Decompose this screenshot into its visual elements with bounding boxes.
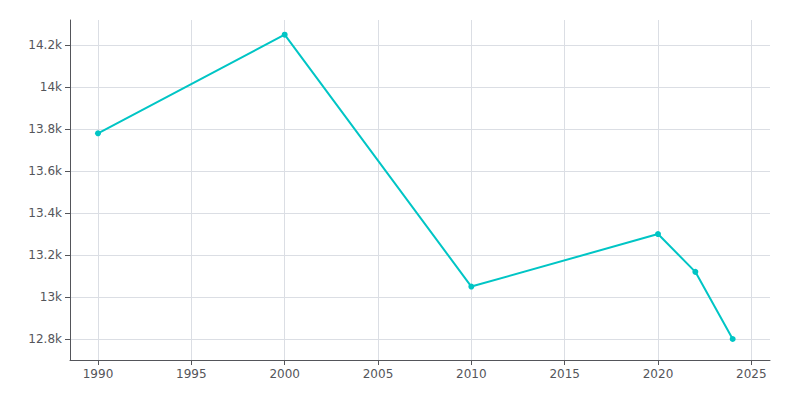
svg-text:13k: 13k	[40, 290, 62, 304]
svg-text:1995: 1995	[176, 367, 207, 381]
svg-text:1990: 1990	[83, 367, 114, 381]
svg-text:2005: 2005	[363, 367, 394, 381]
svg-text:13.4k: 13.4k	[28, 206, 62, 220]
svg-text:14k: 14k	[40, 80, 62, 94]
svg-text:13.8k: 13.8k	[28, 122, 62, 136]
svg-text:13.2k: 13.2k	[28, 248, 62, 262]
svg-text:2010: 2010	[456, 367, 487, 381]
svg-text:2025: 2025	[736, 367, 767, 381]
svg-text:2015: 2015	[549, 367, 580, 381]
svg-text:14.2k: 14.2k	[28, 38, 62, 52]
svg-text:12.8k: 12.8k	[28, 332, 62, 346]
svg-text:2000: 2000	[269, 367, 300, 381]
svg-text:2020: 2020	[643, 367, 674, 381]
svg-text:13.6k: 13.6k	[28, 164, 62, 178]
